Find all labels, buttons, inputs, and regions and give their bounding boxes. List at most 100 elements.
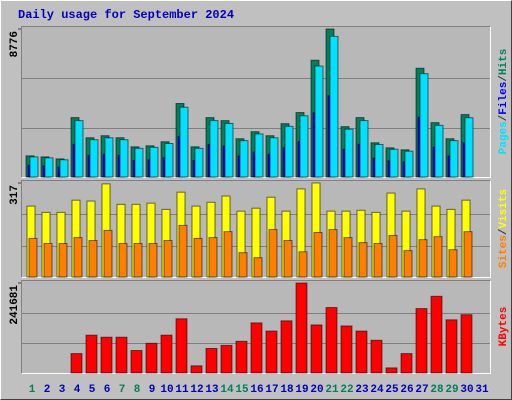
bar	[310, 324, 323, 374]
bar	[130, 350, 143, 374]
bar	[160, 334, 173, 374]
bar	[74, 120, 84, 178]
x-tick-label: 17	[265, 384, 278, 396]
bar	[415, 308, 428, 374]
bar	[163, 240, 173, 278]
bar	[329, 35, 339, 178]
bar	[223, 231, 233, 278]
bar	[250, 322, 263, 374]
bar	[370, 339, 383, 374]
bar	[224, 122, 234, 178]
x-tick-label: 8	[134, 384, 141, 396]
bar	[343, 237, 353, 278]
legend: Pages/Files/Hits	[498, 49, 510, 155]
bar	[328, 229, 338, 278]
bar	[418, 239, 428, 278]
bar	[118, 242, 128, 278]
bar	[28, 237, 38, 278]
bar	[355, 330, 368, 374]
x-tick-label: 27	[415, 384, 428, 396]
bar	[100, 336, 113, 374]
x-tick-label: 30	[460, 384, 473, 396]
bar	[178, 224, 188, 278]
bar	[403, 250, 413, 278]
bar	[298, 251, 308, 278]
bar	[400, 353, 413, 374]
bar	[179, 106, 189, 178]
x-tick-label: 21	[325, 384, 339, 396]
panel-highlight	[21, 26, 491, 178]
bar	[460, 314, 473, 374]
bar	[445, 319, 458, 374]
x-tick-label: 29	[445, 384, 458, 396]
bar	[389, 148, 399, 178]
bar	[283, 240, 293, 278]
x-tick-label: 14	[220, 384, 234, 396]
x-tick-label: 6	[104, 384, 111, 396]
bar	[344, 128, 354, 178]
bar	[238, 252, 248, 278]
bar	[133, 242, 143, 278]
bar	[134, 147, 144, 178]
legend: Sites/Visits	[498, 189, 510, 268]
bar	[58, 242, 68, 278]
bar	[433, 236, 443, 278]
legend-separator: /	[498, 75, 510, 82]
bar	[404, 150, 414, 178]
bar	[104, 137, 114, 178]
legend-entry: Sites	[498, 235, 510, 268]
bar	[359, 120, 369, 178]
y-tick-label: 8776	[9, 31, 21, 57]
bar	[388, 234, 398, 278]
bar	[149, 146, 159, 178]
legend-entry: Hits	[498, 49, 510, 75]
bar	[449, 140, 459, 178]
bar	[205, 347, 218, 374]
legend-entry: Pages	[498, 121, 510, 154]
bar	[208, 237, 218, 278]
bar	[374, 143, 384, 178]
bar	[70, 353, 83, 374]
bar	[88, 240, 98, 278]
bar	[44, 157, 54, 178]
legend-entry: Visits	[498, 189, 510, 229]
bar	[73, 237, 83, 278]
x-tick-label: 31	[475, 384, 489, 396]
x-tick-label: 16	[250, 384, 263, 396]
bar	[119, 139, 129, 178]
bar	[340, 325, 353, 374]
x-tick-label: 9	[149, 384, 156, 396]
legend: KBytes	[498, 307, 510, 347]
x-tick-label: 3	[59, 384, 66, 396]
bar	[448, 249, 458, 278]
bar	[220, 344, 233, 374]
bar	[175, 318, 188, 374]
x-tick-label: 19	[295, 384, 308, 396]
x-tick-label: 7	[119, 384, 126, 396]
bar	[269, 137, 279, 178]
bar	[280, 320, 293, 374]
legend-separator: /	[498, 228, 510, 235]
bar	[254, 133, 264, 178]
x-tick-label: 18	[280, 384, 294, 396]
bar	[190, 365, 203, 374]
x-tick-label: 28	[430, 384, 444, 396]
x-tick-label: 2	[44, 384, 51, 396]
x-tick-label: 11	[175, 384, 189, 396]
x-tick-label: 1	[29, 384, 36, 396]
bar	[434, 124, 444, 178]
bar	[115, 336, 128, 374]
bar	[148, 242, 158, 278]
x-tick-label: 10	[160, 384, 173, 396]
x-tick-label: 4	[74, 384, 81, 396]
bar	[268, 229, 278, 278]
bar	[164, 143, 174, 178]
bar	[193, 237, 203, 278]
bar	[59, 159, 69, 178]
x-tick-label: 22	[340, 384, 353, 396]
bar	[419, 73, 429, 178]
x-tick-label: 13	[205, 384, 219, 396]
bar	[430, 295, 443, 374]
